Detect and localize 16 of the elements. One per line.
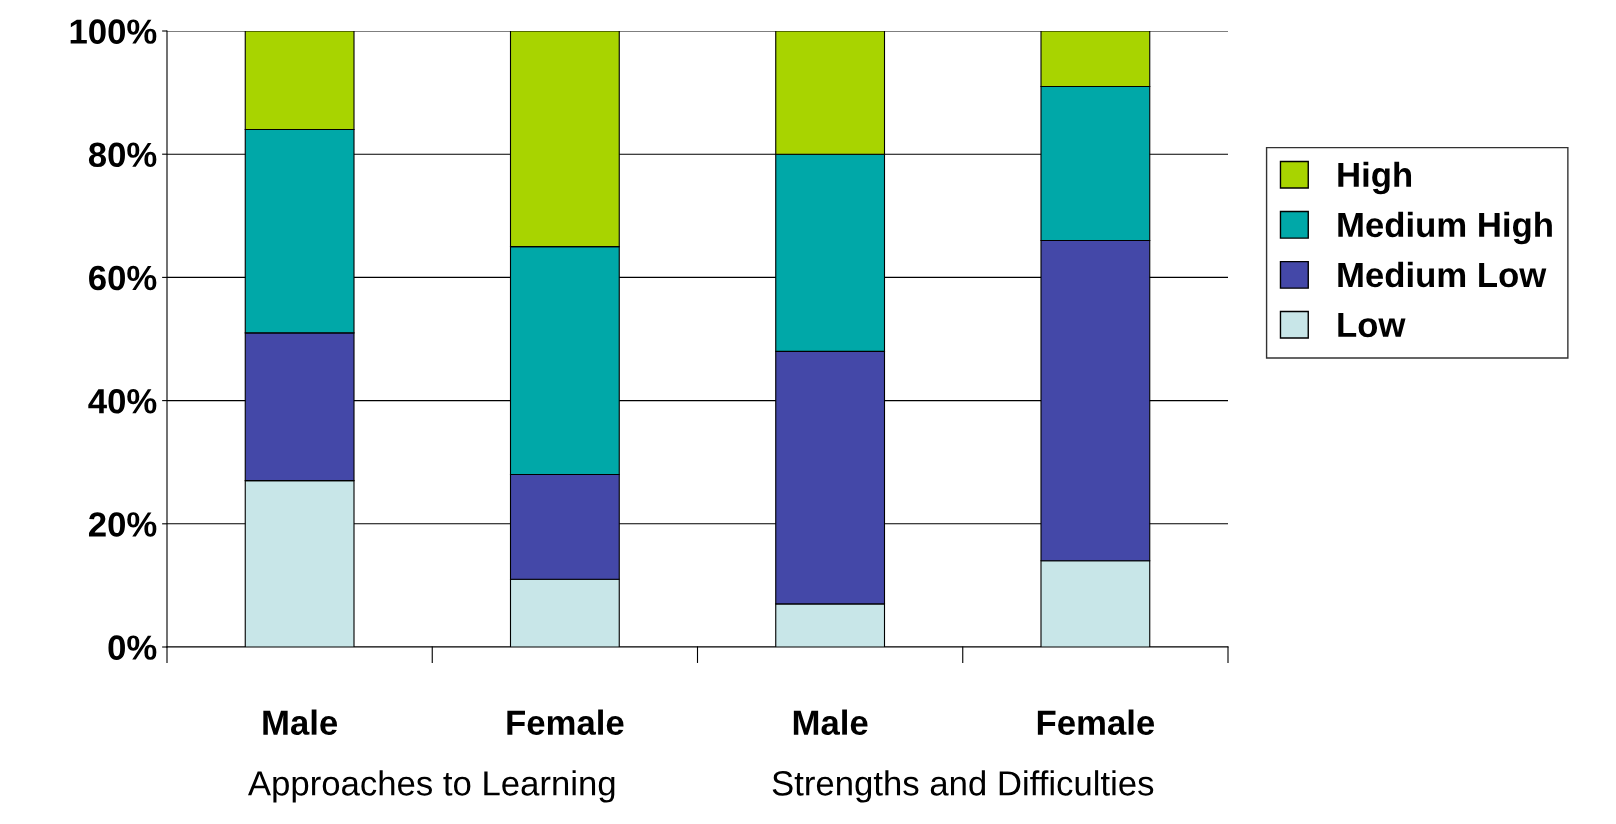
y-tick-label: 20% — [88, 512, 157, 537]
x-tick-label: Female — [507, 709, 624, 735]
legend-label: Medium High — [1338, 211, 1552, 245]
x-tick-label: Female — [1037, 709, 1155, 735]
y-tick-label: 80% — [88, 142, 157, 168]
text: Strengths and Difficulties — [772, 770, 1154, 803]
y-tick-label: 0% — [108, 635, 157, 660]
y-tick-label: 40% — [88, 388, 157, 414]
legend-label: Medium Low — [1338, 261, 1547, 288]
legend-label: Low — [1338, 312, 1406, 338]
y-tick-label: 100% — [70, 19, 157, 44]
x-tick-label: Male — [793, 709, 868, 735]
legend-label: High — [1338, 161, 1412, 195]
text: Approaches to Learning — [247, 770, 615, 803]
y-tick-label: 60% — [89, 265, 157, 291]
x-tick-label: Male — [263, 709, 338, 735]
